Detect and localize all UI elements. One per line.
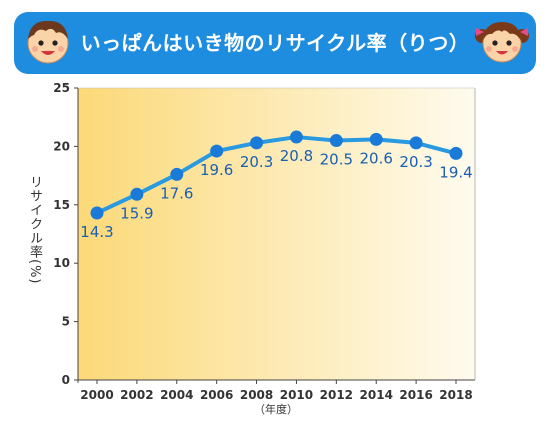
y-tick-label: 0 (62, 373, 70, 387)
y-tick-label: 15 (53, 198, 70, 212)
data-label: 14.3 (80, 223, 113, 241)
x-tick-label: 2002 (120, 388, 153, 402)
x-tick-label: 2010 (280, 388, 313, 402)
y-tick-label: 25 (53, 81, 70, 95)
x-tick-label: 2000 (80, 388, 113, 402)
data-point (130, 187, 144, 201)
x-tick-label: 2012 (320, 388, 353, 402)
y-tick-label: 20 (53, 139, 70, 153)
title-banner: いっぱんはいき物のリサイクル率（りつ） (14, 12, 536, 74)
data-label: 19.4 (439, 163, 472, 181)
data-point (250, 136, 264, 150)
data-label: 20.3 (240, 153, 273, 171)
data-label: 15.9 (120, 204, 153, 222)
data-label: 20.8 (280, 147, 313, 165)
data-point (449, 146, 463, 160)
x-tick-label: 2008 (240, 388, 273, 402)
x-tick-label: 2014 (360, 388, 393, 402)
data-label: 20.3 (399, 153, 432, 171)
data-point (289, 130, 303, 144)
x-tick-label: 2016 (399, 388, 432, 402)
data-point (369, 132, 383, 146)
y-tick-label: 5 (62, 315, 70, 329)
data-point (409, 136, 423, 150)
data-label: 20.6 (360, 149, 393, 167)
series-line (96, 135, 457, 215)
data-label: 17.6 (160, 184, 193, 202)
girl-face-icon (475, 22, 529, 63)
data-point (329, 134, 343, 148)
data-label: 20.5 (320, 151, 353, 169)
x-tick-label: 2018 (439, 388, 472, 402)
x-tick-label: 2004 (160, 388, 193, 402)
data-label: 19.6 (200, 161, 233, 179)
y-tick-label: 10 (53, 256, 70, 270)
y-axis-label: リサイクル率(%) (27, 175, 42, 285)
boy-face-icon (27, 20, 69, 64)
plot-background (78, 88, 475, 380)
data-point (210, 144, 224, 158)
x-axis-label: （年度） (254, 402, 298, 416)
chart-title: いっぱんはいき物のリサイクル率（りつ） (80, 31, 470, 55)
data-point (90, 206, 104, 220)
x-tick-label: 2006 (200, 388, 233, 402)
data-point (170, 167, 184, 181)
